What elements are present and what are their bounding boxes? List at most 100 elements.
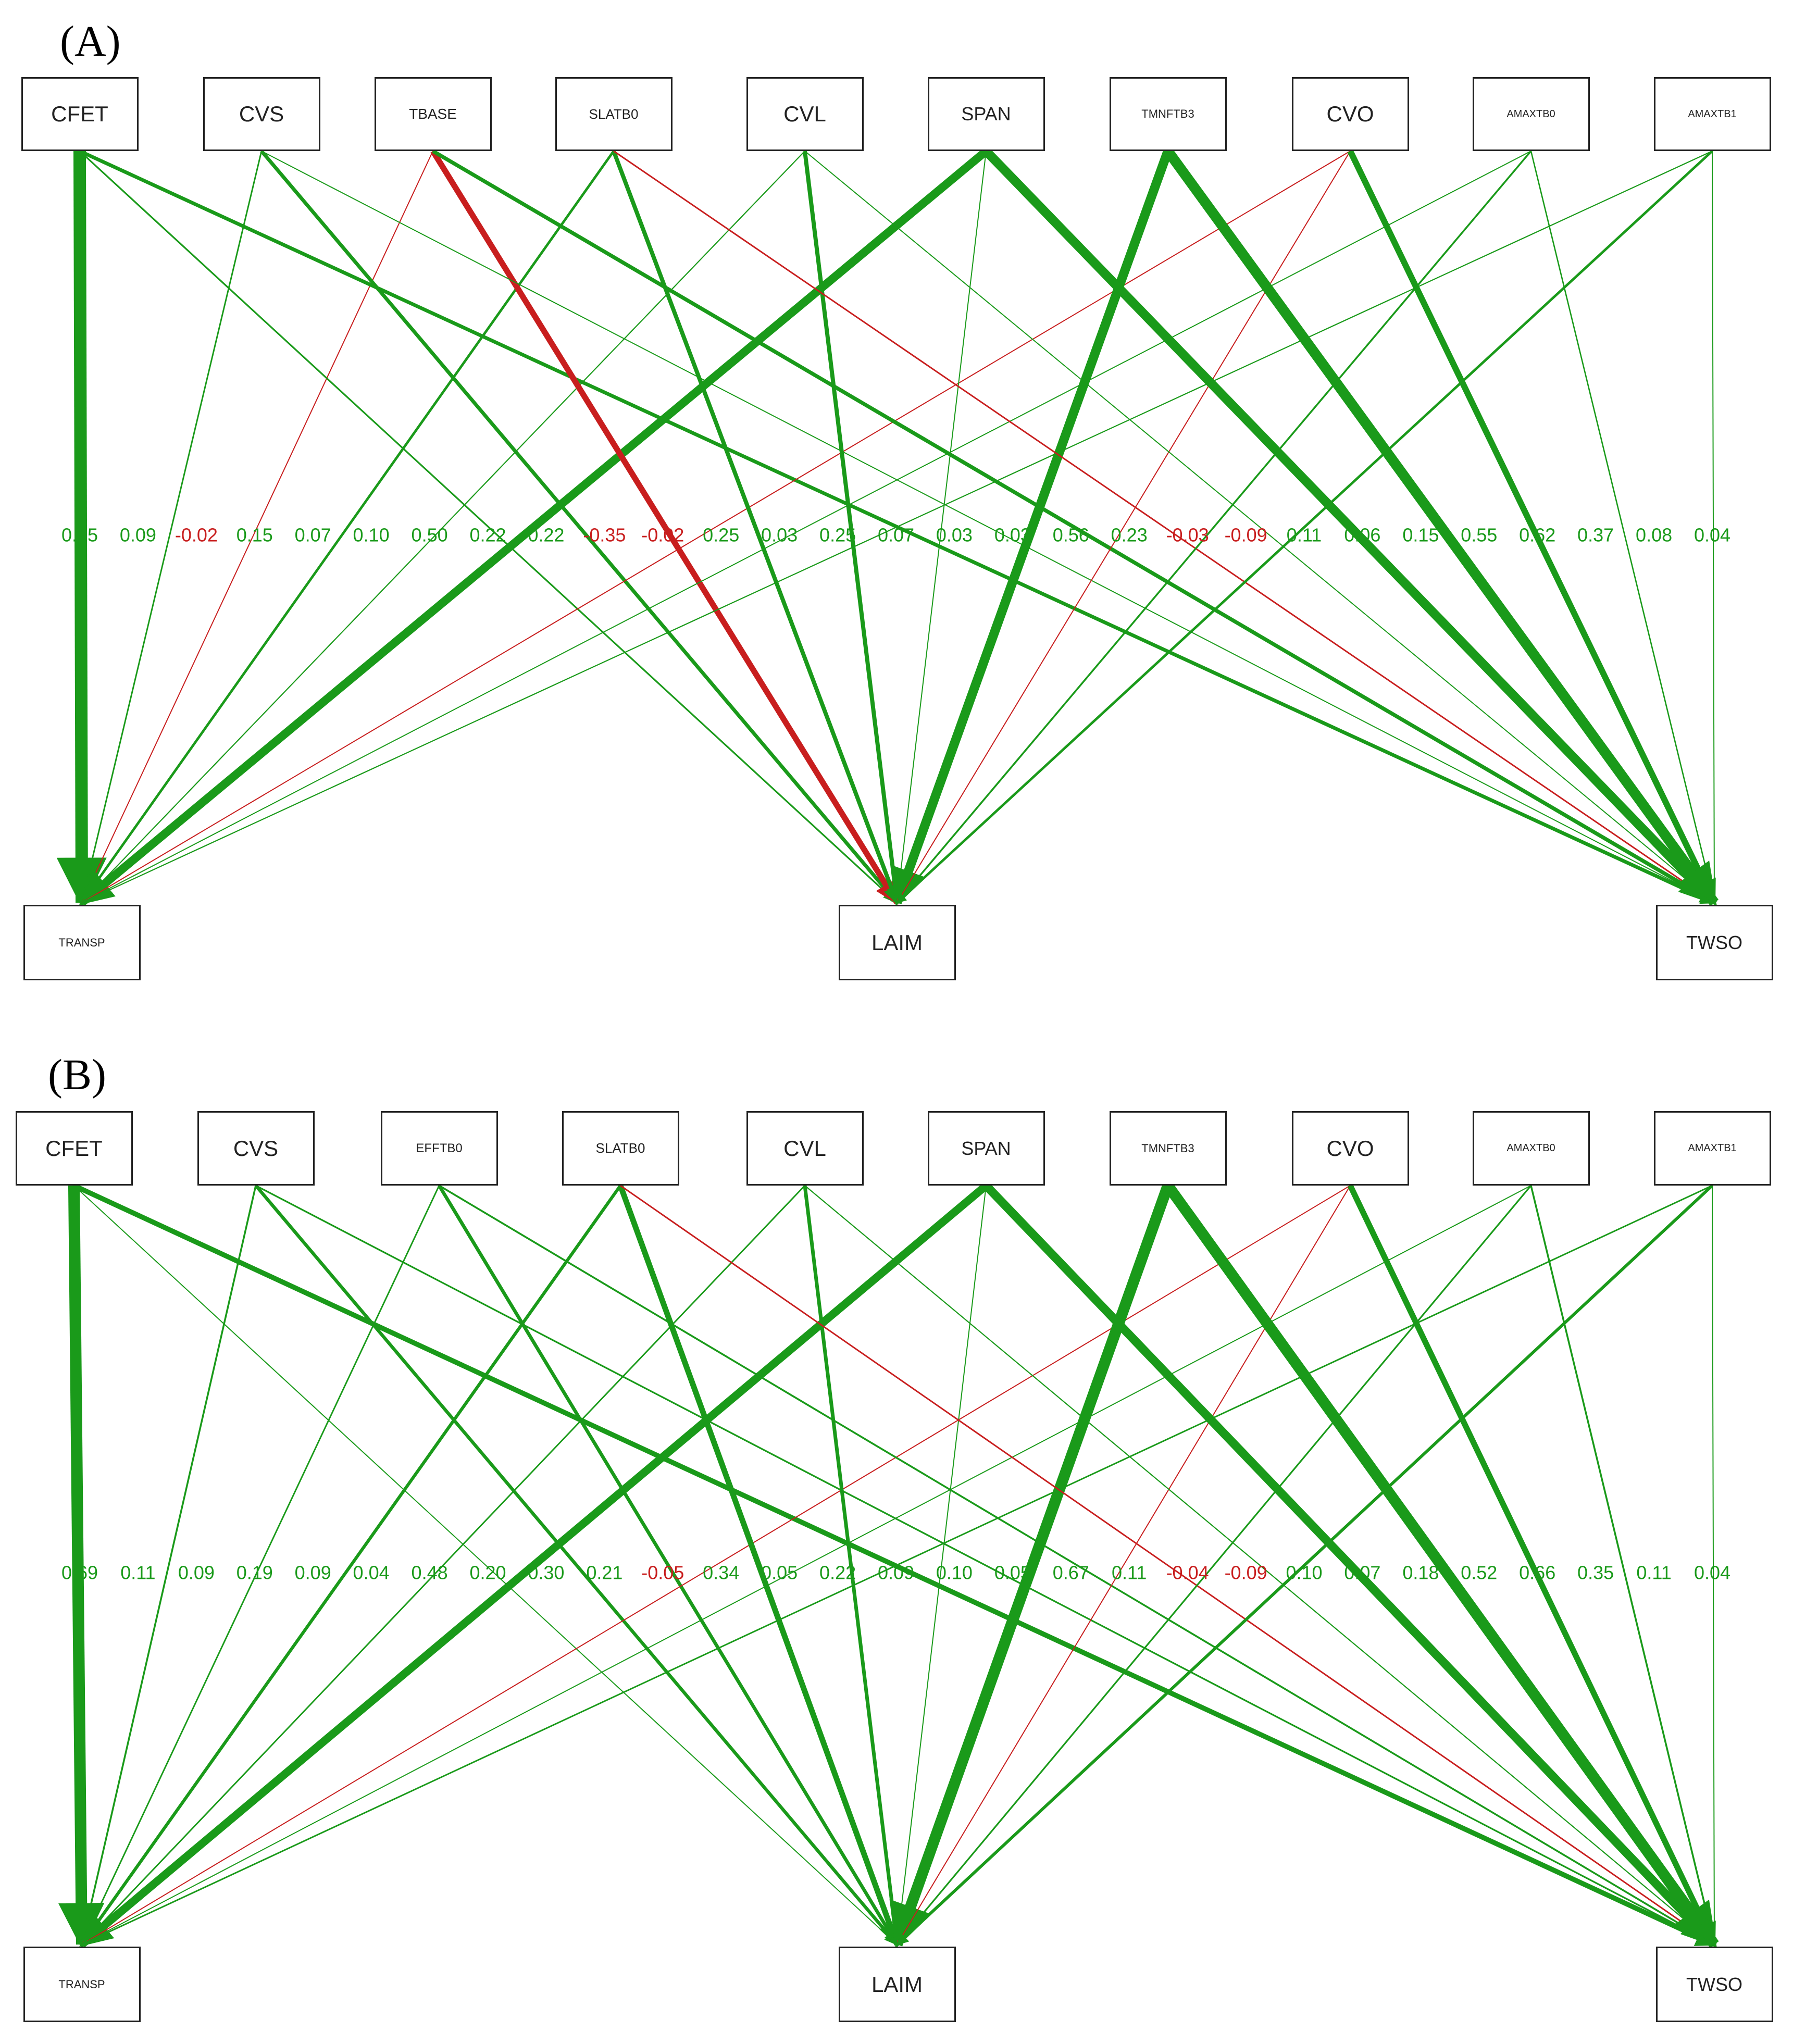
edge-label-amaxtb1-to-laim: 0.15 — [1402, 525, 1439, 546]
edge-amaxtb0-to-laim — [896, 1185, 1532, 1946]
edge-label-amaxtb1-to-twso: 0.04 — [1694, 1562, 1730, 1584]
edge-label-slatb0-to-twso: -0.09 — [1225, 1562, 1267, 1584]
edge-span-to-twso — [982, 147, 1718, 906]
edge-label-cvs-to-transp: 0.09 — [120, 525, 156, 546]
source-node-cvo: CVO — [1291, 1111, 1409, 1186]
panel-label-a: (A) — [60, 17, 121, 66]
edge-cfet-to-laim — [79, 150, 898, 904]
edge-tbase-to-laim — [430, 149, 900, 905]
edge-label-tbase-to-transp: -0.02 — [175, 525, 218, 546]
edge-cvs-to-transp — [79, 1185, 257, 1946]
edge-cvo-to-twso — [1347, 149, 1717, 905]
edge-tbase-to-transp — [81, 151, 433, 903]
edge-slatb0-to-laim — [617, 1185, 901, 1947]
edge-span-to-laim — [895, 1185, 987, 1945]
edge-label-cvo-to-transp: -0.05 — [641, 1562, 684, 1584]
edge-slatb0-to-twso — [620, 1185, 1715, 1946]
target-node-twso: TWSO — [1655, 905, 1773, 980]
edge-span-to-transp — [79, 147, 989, 906]
source-node-slatb0: SLATB0 — [562, 1111, 679, 1186]
edge-label-cvs-to-laim: 0.22 — [469, 525, 506, 546]
edge-amaxtb1-to-twso — [1712, 1185, 1716, 1945]
source-node-cvo: CVO — [1291, 77, 1409, 151]
edge-label-amaxtb1-to-twso: 0.04 — [1694, 525, 1730, 546]
edge-tbase-to-twso — [432, 149, 1716, 905]
edge-label-tbase-to-laim: -0.35 — [583, 525, 626, 546]
edge-label-tmnftb3-to-twso: 0.66 — [1519, 1562, 1555, 1584]
edge-label-cvo-to-twso: 0.37 — [1577, 525, 1614, 546]
edge-amaxtb1-to-transp — [81, 151, 1713, 903]
edge-cvo-to-transp — [81, 1185, 1351, 1945]
edge-cvs-to-twso — [255, 1185, 1715, 1946]
edge-cvo-to-transp — [81, 151, 1351, 903]
edge-tmnftb3-to-twso — [1163, 1182, 1719, 1948]
edge-cvl-to-transp — [81, 1185, 806, 1946]
target-node-transp: TRANSP — [23, 1947, 141, 2022]
edge-label-span-to-laim: 0.05 — [994, 1562, 1031, 1584]
edge-label-slatb0-to-laim: 0.34 — [703, 1562, 739, 1584]
edge-label-span-to-transp: 0.50 — [412, 525, 448, 546]
source-node-tmnftb3: TMNFTB3 — [1109, 77, 1227, 151]
source-node-slatb0: SLATB0 — [555, 77, 673, 151]
source-node-cvs: CVS — [203, 77, 320, 151]
edge-label-cvl-to-laim: 0.22 — [819, 1562, 856, 1584]
edge-cvl-to-laim — [803, 1185, 903, 1946]
edge-label-slatb0-to-laim: 0.25 — [703, 525, 739, 546]
source-node-tmnftb3: TMNFTB3 — [1109, 1111, 1227, 1186]
edge-amaxtb1-to-transp — [81, 1185, 1713, 1946]
edge-cvo-to-laim — [896, 1185, 1351, 1945]
edge-cfet-to-laim — [73, 1185, 898, 1945]
edge-label-span-to-twso: 0.55 — [1461, 525, 1497, 546]
edge-cfet-to-transp — [58, 1185, 105, 1949]
edge-label-slatb0-to-transp: 0.19 — [236, 1562, 273, 1584]
edge-label-amaxtb0-to-twso: 0.08 — [1636, 525, 1672, 546]
edge-label-cvo-to-laim: -0.04 — [1166, 1562, 1209, 1584]
edge-cfet-to-transp — [56, 151, 107, 908]
edge-amaxtb0-to-laim — [896, 150, 1532, 904]
source-node-cvs: CVS — [197, 1111, 315, 1186]
edge-label-amaxtb1-to-laim: 0.18 — [1402, 1562, 1439, 1584]
edge-amaxtb0-to-twso — [1530, 1185, 1716, 1946]
edge-label-cfet-to-transp: 0.75 — [61, 525, 98, 546]
edge-cvl-to-twso — [804, 151, 1715, 903]
edge-cfet-to-twso — [72, 1183, 1716, 1947]
edge-span-to-laim — [895, 151, 987, 903]
edge-cvl-to-twso — [804, 1185, 1715, 1945]
source-node-tbase: TBASE — [374, 77, 492, 151]
edge-label-tmnftb3-to-laim: 0.56 — [1053, 525, 1089, 546]
source-node-cvl: CVL — [746, 77, 864, 151]
edge-label-cfet-to-laim: 0.04 — [353, 1562, 390, 1584]
source-node-amaxtb0: AMAXTB0 — [1472, 1111, 1590, 1186]
edge-efftb0-to-laim — [438, 1185, 899, 1946]
edge-slatb0-to-transp — [81, 150, 615, 904]
edge-label-tmnftb3-to-twso: 0.62 — [1519, 525, 1555, 546]
edge-cvo-to-laim — [896, 151, 1351, 903]
source-node-amaxtb0: AMAXTB0 — [1472, 77, 1590, 151]
edge-label-cvs-to-twso: 0.10 — [936, 1562, 973, 1584]
edge-cvs-to-transp — [80, 151, 263, 904]
source-node-span: SPAN — [927, 1111, 1045, 1186]
edge-label-cvo-to-transp: -0.02 — [641, 525, 684, 546]
edge-label-cvl-to-transp: 0.09 — [295, 1562, 331, 1584]
edge-label-amaxtb0-to-laim: 0.10 — [1286, 1562, 1322, 1584]
edge-label-amaxtb1-to-transp: 0.07 — [878, 525, 914, 546]
edge-cvs-to-twso — [261, 151, 1715, 903]
edge-cvs-to-laim — [260, 149, 899, 904]
edge-label-cvl-to-transp: 0.07 — [295, 525, 331, 546]
edge-label-tbase-to-twso: 0.23 — [1111, 525, 1148, 546]
source-node-cfet: CFET — [21, 77, 139, 151]
source-node-efftb0: EFFTB0 — [380, 1111, 498, 1186]
source-node-amaxtb1: AMAXTB1 — [1653, 1111, 1771, 1186]
edge-label-tmnftb3-to-laim: 0.67 — [1053, 1562, 1089, 1584]
edge-cvo-to-twso — [1347, 1184, 1717, 1947]
edge-label-amaxtb0-to-laim: 0.11 — [1287, 525, 1322, 546]
edge-label-cfet-to-twso: 0.30 — [528, 1562, 564, 1584]
edge-label-cvl-to-twso: 0.07 — [1344, 1562, 1380, 1584]
edge-tmnftb3-to-laim — [891, 149, 1173, 906]
edge-cvs-to-laim — [254, 1184, 899, 1946]
edge-span-to-twso — [983, 1182, 1717, 1948]
edge-tmnftb3-to-twso — [1163, 148, 1719, 906]
edge-label-span-to-laim: 0.03 — [994, 525, 1031, 546]
edge-label-cvl-to-laim: 0.25 — [819, 525, 856, 546]
